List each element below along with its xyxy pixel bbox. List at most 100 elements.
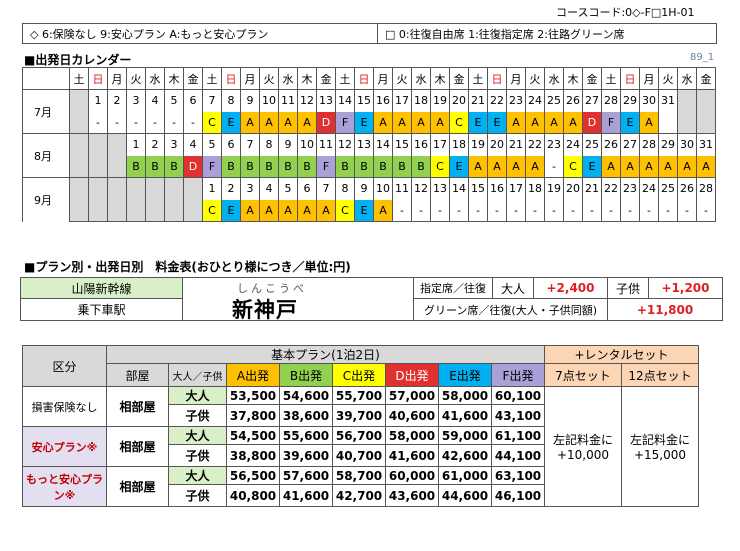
plan-code: A (620, 155, 640, 178)
plan-code (658, 111, 678, 134)
room-type: 相部屋 (106, 426, 169, 467)
weekday-header: 月 (240, 67, 260, 90)
weekday-header: 金 (582, 67, 602, 90)
plan-code: A (240, 199, 260, 222)
plan-legend: ◇ 6:保険なし 9:安心プラン A:もっと安心プラン (22, 23, 378, 44)
plan-code: B (392, 155, 412, 178)
kubun-header: 区分 (22, 345, 107, 387)
plan-code: - (145, 111, 165, 134)
plan-code: B (354, 155, 374, 178)
calendar-date: 19 (544, 177, 564, 200)
plan-code (88, 155, 108, 178)
weekday-header: 木 (430, 67, 450, 90)
plan-code: - (88, 111, 108, 134)
plan-code: C (430, 155, 450, 178)
weekday-header: 月 (107, 67, 127, 90)
weekday-header: 水 (145, 67, 165, 90)
station-kana: しんこうべ (237, 282, 307, 295)
weekday-header: 水 (677, 67, 697, 90)
weekday-header: 木 (297, 67, 317, 90)
calendar-title: ■出発日カレンダー (24, 53, 132, 67)
plan-code: - (430, 199, 450, 222)
plan-code (164, 199, 184, 222)
adult-price: 56,700 (332, 426, 386, 445)
calendar-date (88, 177, 108, 200)
plan-code: E (468, 111, 488, 134)
station-label: 乗下車駅 (20, 298, 183, 321)
green-label: グリーン席／往復(大人・子供同額) (413, 298, 608, 321)
calendar-date: 13 (430, 177, 450, 200)
calendar-date: 26 (677, 177, 697, 200)
rental-12-cell: 左記料金に +15,000 (621, 386, 699, 507)
adult-price: 60,000 (385, 466, 439, 485)
calendar-date: 6 (297, 177, 317, 200)
rental-12-price: +15,000 (633, 448, 687, 462)
plan-code: E (221, 199, 241, 222)
calendar-date: 18 (449, 133, 469, 156)
plan-code: - (164, 111, 184, 134)
calendar-date: 15 (392, 133, 412, 156)
seat-legend: □ 0:往復自由席 1:往復指定席 2:往路グリーン席 (377, 23, 717, 44)
adult-price: 57,600 (279, 466, 333, 485)
plan-code: A (677, 155, 697, 178)
calendar-date: 20 (487, 133, 507, 156)
calendar-date: 4 (145, 89, 165, 112)
plan-code: - (544, 155, 564, 178)
plan-code: A (316, 199, 336, 222)
calendar-date: 11 (278, 89, 298, 112)
weekday-header: 土 (69, 67, 89, 90)
weekday-header: 金 (316, 67, 336, 90)
plan-header: D出発 (385, 363, 439, 387)
calendar-date: 17 (392, 89, 412, 112)
plan-code: B (164, 155, 184, 178)
weekday-header: 水 (278, 67, 298, 90)
plan-code: D (582, 111, 602, 134)
calendar-date: 12 (411, 177, 431, 200)
line-name: 山陽新幹線 (20, 277, 183, 299)
plan-code: B (335, 155, 355, 178)
calendar-date: 21 (506, 133, 526, 156)
reserved-label: 指定席／往復 (413, 277, 493, 299)
weekday-header: 日 (221, 67, 241, 90)
calendar-date: 4 (259, 177, 279, 200)
adult-label: 大人 (168, 386, 227, 405)
course-code: コースコード:0◇-F□1H-01 (556, 6, 695, 19)
child-price: 39,700 (332, 404, 386, 427)
calendar-date: 12 (335, 133, 355, 156)
calendar-date (88, 133, 108, 156)
weekday-header: 水 (544, 67, 564, 90)
adult-price: 58,700 (332, 466, 386, 485)
calendar-date: 9 (354, 177, 374, 200)
plan-code: B (126, 155, 146, 178)
plan-code (145, 199, 165, 222)
plan-category: 安心プラン※ (22, 426, 107, 467)
plan-code (88, 199, 108, 222)
plan-code: A (392, 111, 412, 134)
month-label: 9月 (22, 177, 70, 222)
month-label: 8月 (22, 133, 70, 178)
calendar-date: 12 (297, 89, 317, 112)
child-price: 44,600 (438, 484, 492, 507)
adult-price: 58,000 (385, 426, 439, 445)
calendar-date: 14 (373, 133, 393, 156)
plan-code: C (202, 199, 222, 222)
child-price: 43,100 (491, 404, 545, 427)
plan-code: A (297, 111, 317, 134)
plan-code: - (468, 199, 488, 222)
calendar-date: 31 (696, 133, 716, 156)
plan-code (69, 111, 89, 134)
calendar-date: 3 (240, 177, 260, 200)
plan-code (69, 155, 89, 178)
plan-code: C (335, 199, 355, 222)
calendar-date: 4 (183, 133, 203, 156)
room-type: 相部屋 (106, 466, 169, 507)
rental-note: 左記料金に (629, 433, 690, 447)
weekday-header: 火 (392, 67, 412, 90)
plan-code: B (259, 155, 279, 178)
calendar-date: 27 (582, 89, 602, 112)
weekday-header: 火 (126, 67, 146, 90)
child-price: 46,100 (491, 484, 545, 507)
plan-code: - (392, 199, 412, 222)
child-price: 39,600 (279, 444, 333, 467)
calendar-date: 30 (639, 89, 659, 112)
